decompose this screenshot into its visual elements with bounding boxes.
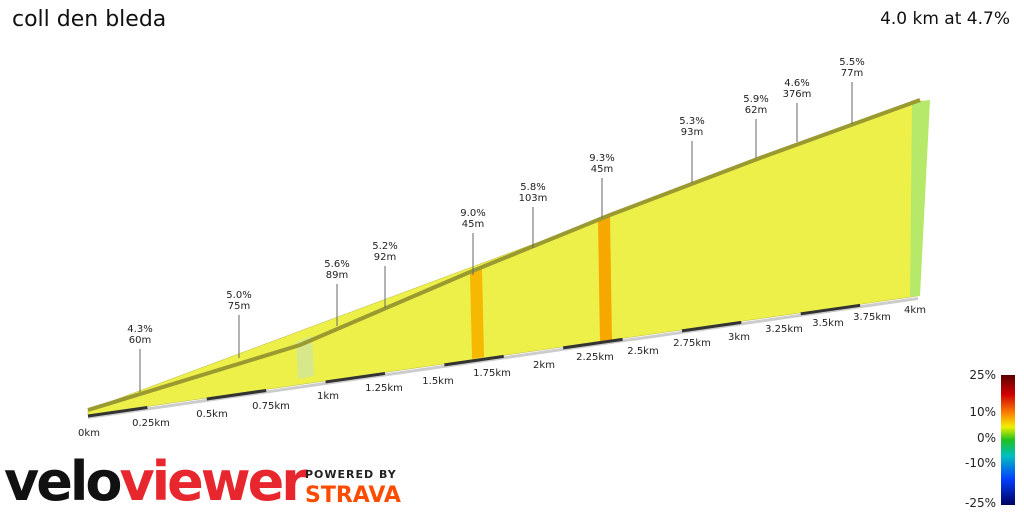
distance-label: 3.75km: [853, 312, 891, 323]
logo-viewer: viewer: [119, 450, 308, 512]
annotation-grade: 5.5%: [839, 57, 864, 68]
strava: STRAVA: [305, 483, 401, 508]
distance-label: 3.5km: [812, 318, 843, 329]
legend-scale: [1001, 375, 1015, 505]
legend: 25% 10% 0% -10% -25%: [965, 368, 996, 510]
annotation-grade: 5.9%: [743, 94, 768, 105]
profile: [87, 98, 930, 419]
distance-label: 0km: [78, 428, 100, 439]
distance-axis: 0km 0.25km 0.5km 0.75km 1km 1.25km 1.5km 1.75km…: [78, 305, 926, 439]
annotation-length: 92m: [374, 252, 396, 263]
logo: veloviewer: [4, 450, 308, 512]
annotation-length: 77m: [841, 68, 863, 79]
legend-label: -10%: [965, 456, 996, 470]
annotation-length: 376m: [783, 89, 812, 100]
distance-label: 0.25km: [132, 418, 170, 429]
summary: 4.0 km at 4.7%: [880, 9, 1010, 29]
legend-label: 25%: [969, 368, 996, 382]
annotation-length: 60m: [129, 335, 151, 346]
distance-label: 2.25km: [576, 352, 614, 363]
annotation-grade: 5.0%: [226, 290, 251, 301]
distance-label: 4km: [904, 305, 926, 316]
annotation-grade: 9.3%: [589, 153, 614, 164]
distance-label: 0.5km: [196, 409, 227, 420]
annotation-grade: 5.8%: [520, 182, 545, 193]
annotation-grade: 9.0%: [460, 208, 485, 219]
annotation-length: 93m: [681, 127, 703, 138]
annotation-grade: 4.6%: [784, 78, 809, 89]
annotation-length: 89m: [326, 270, 348, 281]
distance-label: 1km: [317, 391, 339, 402]
distance-label: 2km: [533, 360, 555, 371]
powered-by: POWERED BY: [305, 468, 397, 481]
distance-label: 0.75km: [252, 401, 290, 412]
distance-label: 3km: [728, 332, 750, 343]
distance-label: 1.5km: [422, 376, 453, 387]
annotation-length: 103m: [519, 193, 548, 204]
annotation-length: 75m: [228, 301, 250, 312]
annotation-length: 62m: [745, 105, 767, 116]
legend-label: 10%: [969, 405, 996, 419]
logo-velo: velo: [4, 450, 120, 512]
legend-label: -25%: [965, 496, 996, 510]
legend-label: 0%: [977, 431, 996, 445]
distance-label: 1.25km: [365, 383, 403, 394]
segment: [910, 100, 930, 297]
title: coll den bleda: [12, 7, 166, 32]
distance-label: 3.25km: [765, 324, 803, 335]
annotation-grade: 5.2%: [372, 241, 397, 252]
annotation-length: 45m: [462, 219, 484, 230]
segment: [470, 268, 484, 359]
distance-ruler: [87, 295, 919, 418]
segment: [598, 216, 612, 343]
annotations: 4.3%60m5.0%75m5.6%89m5.2%92m9.0%45m5.8%1…: [127, 57, 865, 392]
distance-label: 2.5km: [627, 346, 658, 357]
annotation-grade: 4.3%: [127, 324, 152, 335]
annotation-length: 45m: [591, 164, 613, 175]
annotation-grade: 5.3%: [679, 116, 704, 127]
distance-label: 1.75km: [473, 368, 511, 379]
profile-top: [87, 98, 921, 412]
distance-label: 2.75km: [673, 338, 711, 349]
annotation-grade: 5.6%: [324, 259, 349, 270]
